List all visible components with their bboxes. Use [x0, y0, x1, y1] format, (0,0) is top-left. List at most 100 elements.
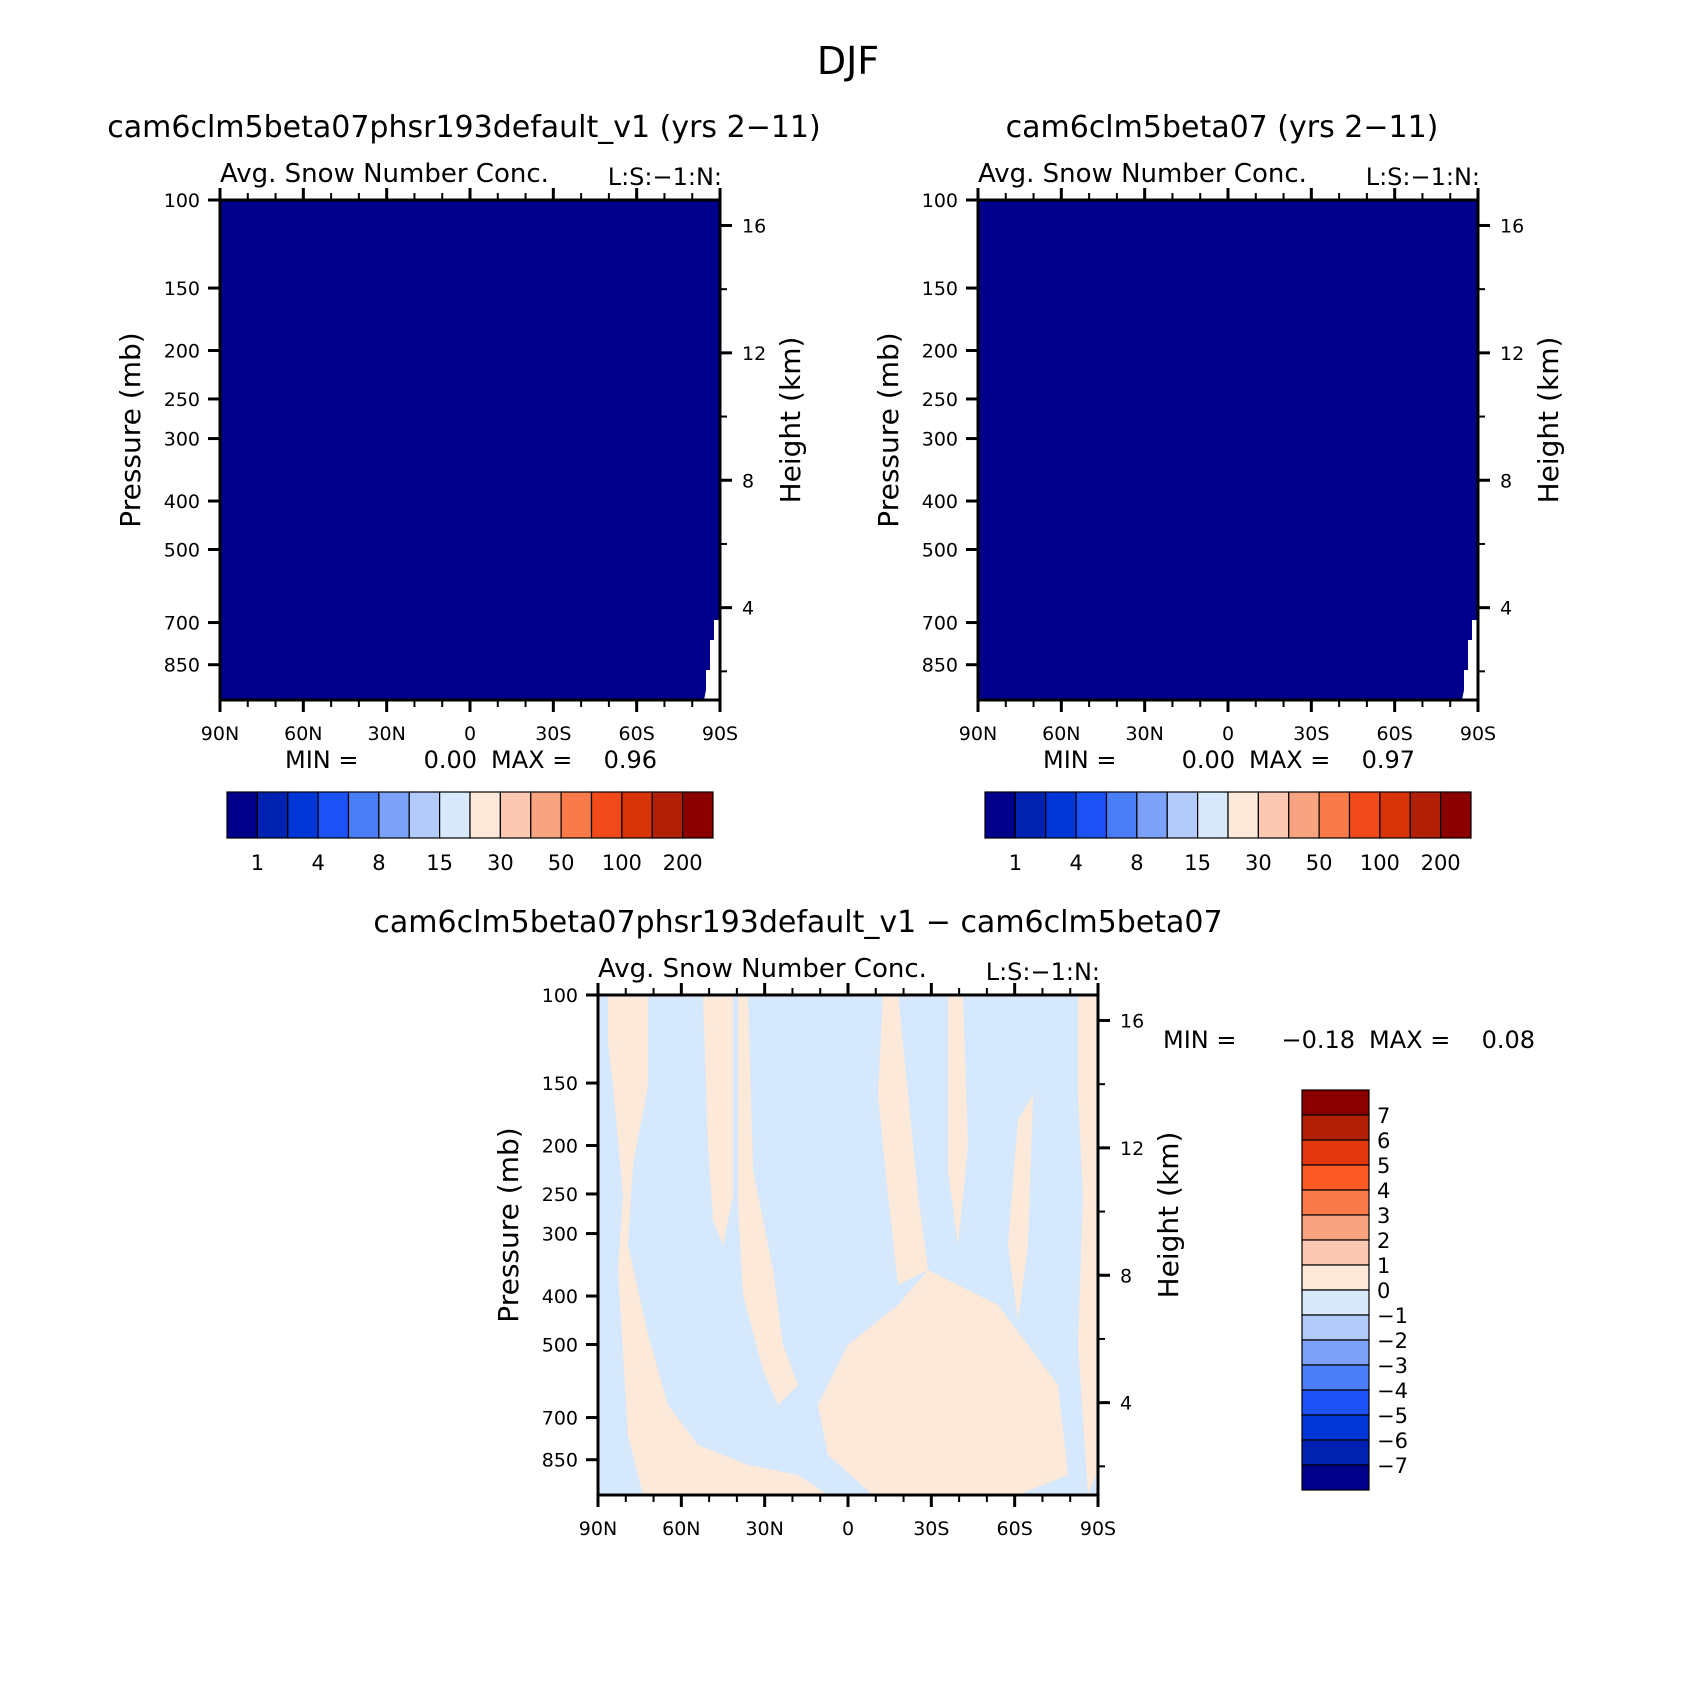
colorbar-label: 15	[1184, 851, 1211, 875]
y-tick-label: 200	[922, 341, 958, 363]
colorbar-label: 3	[1377, 1204, 1390, 1228]
y-axis-label: Pressure (mb)	[114, 332, 147, 527]
top-left-panel: cam6clm5beta07phsr193default_v1 (yrs 2−1…	[107, 110, 820, 875]
colorbar-label: 0	[1377, 1279, 1390, 1303]
colorbar-cell	[499, 791, 532, 839]
y-right-tick-label: 8	[1500, 470, 1512, 492]
y-tick-label: 400	[164, 491, 200, 513]
colorbar-cell	[378, 791, 410, 839]
y-tick-label: 200	[164, 341, 200, 363]
colorbar-label: 100	[602, 851, 642, 875]
y-right-tick-label: 4	[742, 598, 754, 620]
y-tick-label: 150	[164, 278, 200, 300]
y-tick-label: 300	[164, 429, 200, 451]
colorbar-label: 30	[487, 851, 514, 875]
colorbar-label: −2	[1377, 1329, 1408, 1353]
y-tick-label: 100	[922, 190, 958, 212]
colorbar-label: 200	[663, 851, 703, 875]
colorbar-label: −1	[1377, 1304, 1408, 1328]
x-tick-label: 30S	[535, 723, 571, 745]
colorbar-cell	[1301, 1139, 1370, 1166]
y-tick-label: 850	[922, 655, 958, 677]
colorbar-cell	[1301, 1414, 1370, 1441]
colorbar-cell	[287, 791, 319, 839]
colorbar-cell	[1045, 791, 1077, 839]
y-axis-label: Pressure (mb)	[872, 332, 905, 527]
colorbar-cell	[651, 791, 684, 839]
y-tick-label: 200	[542, 1136, 578, 1158]
x-tick-label: 60N	[1042, 723, 1080, 745]
colorbar-label: 4	[311, 851, 324, 875]
y-right-tick-label: 4	[1120, 1393, 1132, 1415]
colorbar-label: 4	[1069, 851, 1082, 875]
x-tick-label: 30N	[745, 1518, 783, 1540]
colorbar-cell	[1301, 1239, 1370, 1266]
colorbar-cell	[1301, 1389, 1370, 1416]
colorbar-label: 2	[1377, 1229, 1390, 1253]
colorbar-cell	[590, 791, 623, 839]
max-value: 0.97	[1362, 746, 1415, 774]
y-right-tick-label: 16	[1500, 215, 1524, 237]
colorbar-label: 15	[426, 851, 453, 875]
min-label: MIN =	[1163, 1026, 1236, 1054]
x-tick-label: 60S	[619, 723, 655, 745]
positive-region	[608, 995, 828, 1495]
colorbar-cell	[408, 791, 441, 839]
x-tick-label: 90S	[1080, 1518, 1116, 1540]
top-right-panel: cam6clm5beta07 (yrs 2−11) Avg. Snow Numbe…	[872, 110, 1565, 875]
colorbar-cell	[1136, 791, 1168, 839]
colorbar-label: 100	[1360, 851, 1400, 875]
y-right-tick-label: 8	[1120, 1265, 1132, 1287]
page-title: DJF	[817, 39, 879, 83]
x-tick-label: 90N	[579, 1518, 617, 1540]
x-tick-label: 90N	[201, 723, 239, 745]
colorbar-cell	[1348, 791, 1381, 839]
panel-subtitle: Avg. Snow Number Conc.	[220, 159, 549, 189]
max-value: 0.08	[1482, 1026, 1535, 1054]
difference-panel: cam6clm5beta07phsr193default_v1 − cam6cl…	[373, 905, 1535, 1540]
x-tick-label: 30N	[367, 723, 405, 745]
y-tick-label: 300	[542, 1224, 578, 1246]
min-label: MIN =	[1043, 746, 1116, 774]
colorbar-cell	[317, 791, 350, 839]
missing-data-region	[1462, 620, 1478, 700]
x-tick-label: 90N	[959, 723, 997, 745]
colorbar-label: 5	[1377, 1154, 1390, 1178]
colorbar-cell	[1014, 791, 1047, 839]
colorbar-label: 8	[1130, 851, 1143, 875]
colorbar-cell	[347, 791, 380, 839]
colorbar-cell	[1075, 791, 1108, 839]
positive-region	[948, 995, 968, 1245]
colorbar-cell	[1318, 791, 1351, 839]
colorbar-cell	[1301, 1289, 1370, 1316]
colorbar-cell	[1166, 791, 1199, 839]
y-tick-label: 250	[164, 389, 200, 411]
colorbar-cell	[1301, 1214, 1370, 1241]
colorbar-cell	[1379, 791, 1411, 839]
colorbar-label: −5	[1377, 1404, 1408, 1428]
x-tick-label: 0	[1222, 723, 1234, 745]
colorbar-label: 1	[1009, 851, 1022, 875]
missing-data-region	[704, 620, 720, 700]
y-right-tick-label: 4	[1500, 598, 1512, 620]
x-tick-label: 90S	[1460, 723, 1496, 745]
x-tick-label: 30N	[1125, 723, 1163, 745]
y-tick-label: 150	[922, 278, 958, 300]
positive-region	[1008, 1095, 1033, 1320]
min-value: 0.00	[1182, 746, 1235, 774]
y-right-tick-label: 8	[742, 470, 754, 492]
units-tag: L:S:−1:N:	[608, 163, 722, 191]
colorbar-cell	[1301, 1089, 1370, 1116]
x-tick-label: 30S	[1293, 723, 1329, 745]
colorbar-cell	[1301, 1464, 1370, 1491]
y-tick-label: 400	[542, 1286, 578, 1308]
colorbar-label: 200	[1421, 851, 1461, 875]
colorbar-cell	[530, 791, 562, 839]
colorbar-cell	[1288, 791, 1320, 839]
y-right-axis-label: Height (km)	[1152, 1132, 1185, 1299]
x-tick-label: 60N	[662, 1518, 700, 1540]
max-label: MAX =	[491, 746, 572, 774]
y-tick-label: 250	[542, 1184, 578, 1206]
positive-region	[818, 1270, 1068, 1495]
